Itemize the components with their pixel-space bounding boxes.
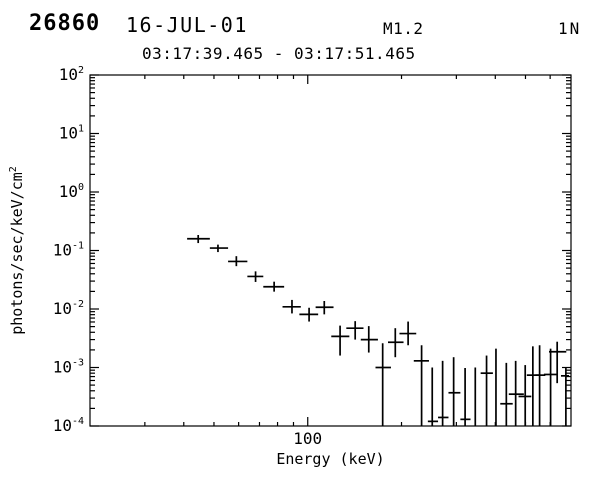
y-tick-label: 10-3	[53, 358, 84, 377]
data-point	[518, 365, 532, 426]
y-tick-label: 100	[59, 182, 84, 201]
y-tick-label: 10-2	[53, 299, 84, 318]
data-point	[228, 256, 248, 267]
plot-frame	[89, 74, 572, 427]
data-point	[299, 307, 319, 322]
x-axis-ticks: 100	[144, 75, 551, 448]
data-point	[535, 345, 546, 426]
y-tick-label: 102	[59, 65, 84, 84]
axis-titles: Energy (keV) photons/sec/keV/cm2	[8, 166, 385, 468]
data-point	[346, 321, 364, 340]
data-series	[187, 235, 570, 426]
data-point	[438, 360, 449, 426]
data-point	[508, 360, 524, 426]
data-point	[263, 281, 285, 292]
data-point	[209, 244, 229, 253]
y-tick-label: 10-4	[53, 416, 84, 435]
x-axis-label: Energy (keV)	[276, 450, 384, 468]
data-point	[375, 343, 391, 426]
y-tick-label: 10-1	[53, 241, 84, 260]
data-point	[526, 346, 539, 426]
data-point	[247, 271, 264, 282]
data-point	[560, 368, 570, 426]
data-point	[315, 301, 334, 315]
flare-number: 26860	[29, 11, 101, 36]
data-point	[549, 341, 567, 384]
data-point	[282, 299, 301, 314]
data-point	[399, 321, 417, 346]
data-point	[331, 325, 350, 356]
data-point	[427, 367, 439, 426]
data-point	[448, 357, 461, 426]
flare-date: 16-JUL-01	[126, 13, 248, 37]
data-point	[543, 348, 557, 426]
data-point	[500, 362, 513, 426]
y-axis-label: photons/sec/keV/cm2	[8, 166, 26, 335]
data-point	[187, 235, 210, 244]
y-tick-label: 101	[59, 124, 84, 143]
data-point	[360, 326, 378, 353]
data-point	[413, 345, 429, 426]
time-range: 03:17:39.465 - 03:17:51.465	[142, 44, 416, 63]
y-axis-ticks: 102 101 100 10-1 10-2 10-3 10-4	[53, 65, 571, 435]
x-tick-label: 100	[293, 429, 322, 448]
data-point	[480, 355, 493, 426]
optical-class: 1N	[558, 19, 582, 38]
data-point	[388, 328, 404, 358]
goes-class: M1.2	[383, 19, 424, 38]
data-point	[460, 368, 471, 426]
